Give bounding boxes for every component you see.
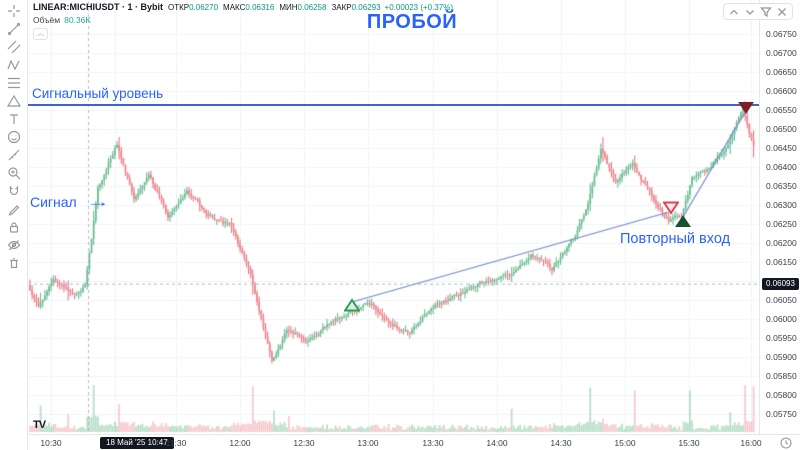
- time-axis-label: 13:00: [357, 438, 379, 448]
- price-axis-label: 0.05750: [766, 409, 797, 419]
- price-axis-label: 0.06350: [766, 181, 797, 191]
- tradingview-logo[interactable]: TV: [33, 419, 46, 431]
- breakout-title-annotation[interactable]: ПРОБОЙ: [366, 11, 458, 33]
- timezone-clock-icon[interactable]: [780, 437, 792, 450]
- time-axis-label: 10:30: [40, 438, 62, 448]
- symbol-title[interactable]: LINEAR:MICHIUSDT · 1 · Bybit: [33, 2, 163, 12]
- shape-triangle-icon[interactable]: [2, 92, 26, 110]
- lock-all-icon[interactable]: [2, 218, 26, 236]
- legend-expand-button[interactable]: ︿: [33, 28, 48, 40]
- signal-level-annotation[interactable]: Сигнальный уровень: [32, 86, 164, 101]
- time-axis-label: 14:00: [486, 438, 508, 448]
- ohlc-value: 0.06258: [297, 3, 327, 12]
- price-axis-label: 0.06650: [766, 67, 797, 77]
- crosshair-icon[interactable]: [2, 2, 26, 20]
- ohlc-value: 0.06293: [351, 3, 381, 12]
- price-axis-label: 0.05800: [766, 390, 797, 400]
- magnet-icon[interactable]: [2, 182, 26, 200]
- price-axis-label: 0.06150: [766, 257, 797, 267]
- volume-label[interactable]: Объём: [33, 15, 61, 25]
- ruler-icon[interactable]: [2, 146, 26, 164]
- chart-legend: LINEAR:MICHIUSDT · 1 · Bybit ОТКР0.06270 М…: [33, 2, 453, 40]
- right-arrow-icon: →: [85, 193, 110, 210]
- price-axis-label: 0.06250: [766, 219, 797, 229]
- drawing-mode-icon[interactable]: [2, 200, 26, 218]
- hide-all-icon[interactable]: [2, 236, 26, 254]
- time-axis-label: 16:00: [740, 438, 762, 448]
- anchor-time-tag: 18 Май '25 10:47: [100, 436, 174, 449]
- ohlc-value: 0.06270: [189, 3, 219, 12]
- filter-icon[interactable]: [759, 5, 773, 18]
- price-axis-label: 0.06400: [766, 162, 797, 172]
- price-axis-label: 0.06050: [766, 295, 797, 305]
- price-axis-label: 0.06200: [766, 238, 797, 248]
- price-axis-label: 0.06600: [766, 86, 797, 96]
- drawing-toolbar: [0, 0, 28, 450]
- price-axis-label: 0.06700: [766, 48, 797, 58]
- chevron-down-icon[interactable]: [743, 5, 757, 18]
- time-axis-label: 15:30: [678, 438, 700, 448]
- last-price-tag: 0.06093: [762, 277, 799, 290]
- price-axis-label: 0.06750: [766, 29, 797, 39]
- ohlc-label: ЗАКР: [331, 3, 352, 12]
- price-axis[interactable]: 0.06093 0.06750 0.06700 0.06650 0.06600 0.06…: [759, 0, 800, 434]
- time-axis-label: 12:00: [229, 438, 251, 448]
- time-axis-label: 14:30: [550, 438, 572, 448]
- fib-retracement-icon[interactable]: [2, 74, 26, 92]
- chevron-up-icon[interactable]: [727, 5, 741, 18]
- remove-drawings-icon[interactable]: [2, 254, 26, 272]
- price-axis-label: 0.06550: [766, 105, 797, 115]
- close-icon[interactable]: [775, 5, 789, 18]
- buy-signal-marker[interactable]: [343, 298, 361, 317]
- breakout-sell-marker[interactable]: [738, 101, 754, 120]
- time-axis-label: 15:00: [614, 438, 636, 448]
- exit-signal-marker[interactable]: [662, 201, 680, 220]
- price-axis-label: 0.05950: [766, 333, 797, 343]
- time-axis[interactable]: 18 Май '25 10:47 10:30 11:30 12:00 12:30 13:…: [28, 434, 800, 450]
- xabcd-pattern-icon[interactable]: [2, 56, 26, 74]
- trend-line-icon[interactable]: [2, 20, 26, 38]
- price-axis-label: 0.06500: [766, 124, 797, 134]
- signal-annotation[interactable]: Сигнал →: [30, 193, 110, 211]
- volume-value: 80.36K: [64, 15, 92, 25]
- drawing-mini-toolbar: [723, 3, 793, 20]
- signal-level-line[interactable]: [28, 104, 759, 106]
- price-axis-label: 0.06450: [766, 143, 797, 153]
- ohlc-values: ОТКР0.06270 МАКС0.06316 МИН0.06258 ЗАКР0.06…: [163, 2, 381, 12]
- reentry-annotation[interactable]: Повторный вход: [620, 231, 731, 247]
- price-axis-label: 0.05900: [766, 352, 797, 362]
- ohlc-label: МАКС: [223, 3, 246, 12]
- price-axis-label: 0.06000: [766, 314, 797, 324]
- price-axis-label: 0.06300: [766, 200, 797, 210]
- zoom-in-icon[interactable]: [2, 164, 26, 182]
- reentry-marker[interactable]: [675, 214, 691, 233]
- ohlc-label: ОТКР: [168, 3, 190, 12]
- ohlc-value: 0.06316: [245, 3, 275, 12]
- emoji-icon[interactable]: [2, 128, 26, 146]
- time-axis-label: 11:30: [165, 438, 187, 448]
- ohlc-label: МИН: [279, 3, 298, 12]
- text-tool-icon[interactable]: [2, 110, 26, 128]
- price-axis-label: 0.05850: [766, 371, 797, 381]
- price-change: +0.00023 (+0.37%): [384, 3, 454, 12]
- parallel-channel-icon[interactable]: [2, 38, 26, 56]
- time-axis-label: 12:30: [293, 438, 315, 448]
- time-axis-label: 13:30: [422, 438, 444, 448]
